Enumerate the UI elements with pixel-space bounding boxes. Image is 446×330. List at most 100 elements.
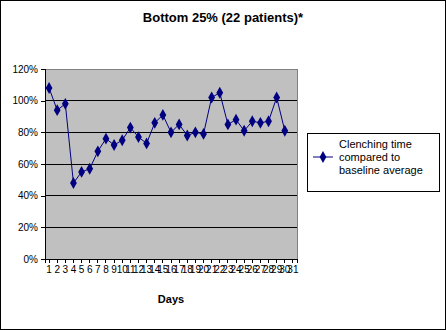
x-tick-label: 4 — [71, 264, 77, 275]
x-tick-mark — [154, 259, 155, 263]
x-tick-mark — [73, 259, 74, 263]
marker — [119, 134, 126, 146]
marker — [78, 166, 85, 178]
y-tick-mark — [41, 164, 45, 165]
marker — [159, 109, 166, 121]
y-tick: 80% — [18, 127, 45, 138]
y-tick-mark — [41, 259, 45, 260]
series-line — [49, 88, 285, 183]
x-tick-label: 31 — [287, 264, 299, 275]
x-tick-mark — [146, 259, 147, 263]
x-tick-mark — [187, 259, 188, 263]
y-tick-mark — [41, 101, 45, 102]
x-tick-mark — [227, 259, 228, 263]
marker — [281, 125, 288, 137]
x-tick-label: 8 — [103, 264, 109, 275]
x-tick-mark — [252, 259, 253, 263]
x-tick: 6 — [87, 259, 93, 275]
x-tick-label: 1 — [46, 264, 52, 275]
x-tick-mark — [268, 259, 269, 263]
data — [46, 82, 289, 189]
x-tick: 7 — [95, 259, 101, 275]
y-tick: 60% — [18, 159, 45, 170]
marker — [241, 125, 248, 137]
marker — [151, 117, 158, 129]
marker — [103, 133, 110, 145]
x-tick-mark — [130, 259, 131, 263]
x-tick-mark — [138, 259, 139, 263]
x-tick: 2 — [54, 259, 60, 275]
x-tick-mark — [195, 259, 196, 263]
marker — [208, 92, 215, 104]
x-tick-mark — [219, 259, 220, 263]
x-tick-mark — [49, 259, 50, 263]
marker — [257, 117, 264, 129]
marker — [216, 87, 223, 99]
y-tick-label: 0% — [24, 254, 39, 265]
marker — [143, 138, 150, 150]
x-tick-mark — [284, 259, 285, 263]
marker — [46, 82, 53, 94]
x-tick-mark — [276, 259, 277, 263]
x-tick: 1 — [46, 259, 52, 275]
chart-background — [1, 1, 446, 330]
y-tick: 0% — [24, 254, 45, 265]
x-tick-mark — [97, 259, 98, 263]
x-tick-label: 2 — [54, 264, 60, 275]
x-tick-mark — [211, 259, 212, 263]
x-tick-mark — [236, 259, 237, 263]
x-tick-label: 6 — [87, 264, 93, 275]
plot-area — [45, 69, 297, 259]
marker — [184, 130, 191, 142]
marker — [62, 98, 69, 110]
y-tick-mark — [41, 132, 45, 133]
y-tick-label: 80% — [18, 127, 38, 138]
x-tick-mark — [105, 259, 106, 263]
marker — [86, 163, 93, 175]
y-axis-line — [41, 70, 46, 260]
legend-marker — [320, 151, 327, 163]
x-tick: 3 — [63, 259, 69, 275]
x-tick-label: 7 — [95, 264, 101, 275]
grid-line — [45, 227, 297, 228]
y-axis: 0%20%40%60%80%100%120% — [12, 64, 45, 265]
marker — [94, 145, 101, 157]
x-tick-mark — [65, 259, 66, 263]
x-tick-mark — [89, 259, 90, 263]
marker — [265, 115, 272, 127]
y-tick: 40% — [18, 190, 45, 201]
x-tick: 31 — [287, 259, 299, 275]
x-tick-mark — [203, 259, 204, 263]
x-tick-mark — [57, 259, 58, 263]
x-tick-label: 3 — [63, 264, 69, 275]
x-axis-line — [46, 260, 298, 264]
marker — [127, 122, 134, 134]
y-tick-mark — [41, 69, 45, 70]
title: Bottom 25% (22 patients)* — [143, 10, 304, 25]
x-tick-mark — [122, 259, 123, 263]
y-tick-mark — [41, 227, 45, 228]
x-axis-title: Days — [158, 293, 184, 305]
legend-box — [307, 133, 439, 191]
marker — [54, 104, 61, 116]
marker — [176, 119, 183, 131]
y-tick: 20% — [18, 222, 45, 233]
grid-line — [45, 100, 297, 101]
marker — [111, 139, 118, 151]
grid — [45, 69, 297, 259]
x-tick-mark — [244, 259, 245, 263]
marker — [200, 128, 207, 140]
x-tick-mark — [260, 259, 261, 263]
y-tick-label: 40% — [18, 190, 38, 201]
marker — [192, 126, 199, 138]
x-tick-mark — [81, 259, 82, 263]
marker — [225, 119, 232, 131]
marker — [168, 126, 175, 138]
chart: 0%20%40%60%80%100%120%123456789101112131… — [0, 0, 446, 330]
x-tick-mark — [162, 259, 163, 263]
x-tick: 4 — [71, 259, 77, 275]
y-tick-label: 120% — [12, 64, 38, 75]
marker — [135, 131, 142, 143]
legend: Clenching timecompared tobaseline averag… — [307, 133, 439, 191]
marker — [70, 177, 77, 189]
